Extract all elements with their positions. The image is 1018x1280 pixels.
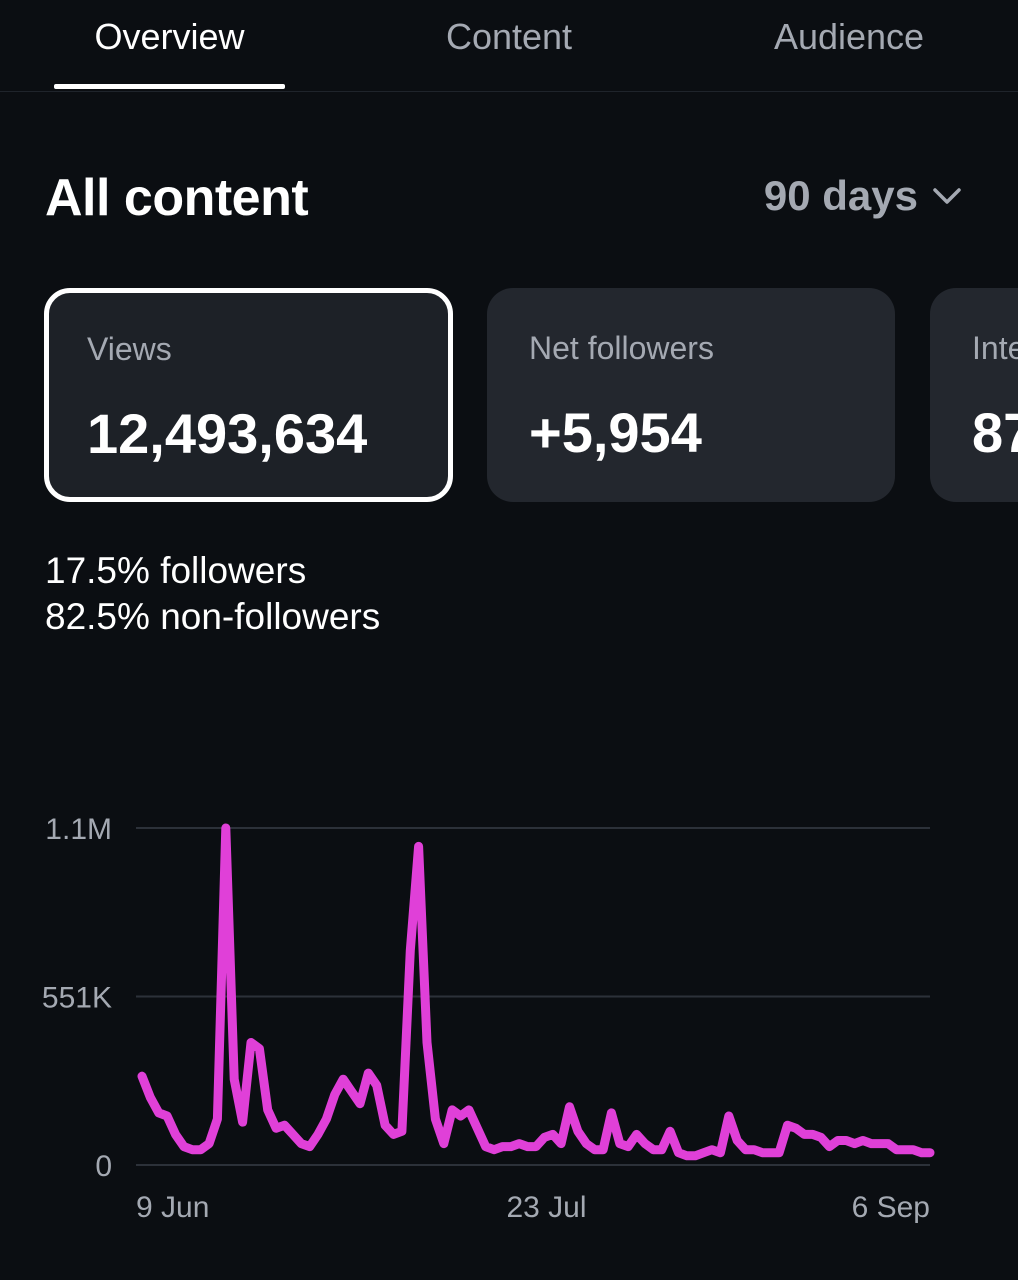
metric-label: Views xyxy=(87,331,172,367)
metric-value: 12,493,634 xyxy=(87,402,368,465)
chevron-down-icon xyxy=(933,188,961,204)
tab-audience[interactable]: Audience xyxy=(773,16,925,57)
views-series-line xyxy=(137,823,935,1161)
non-followers-pct: 82.5% xyxy=(45,596,150,637)
metric-card-views[interactable]: Views 12,493,634 xyxy=(44,288,453,502)
y-tick-label: 551K xyxy=(42,982,112,1015)
tab-content[interactable]: Content xyxy=(445,16,573,57)
x-tick-label: 23 Jul xyxy=(506,1191,586,1224)
x-tick-label: 6 Sep xyxy=(852,1191,930,1224)
metric-label: Net followers xyxy=(529,330,714,366)
non-followers-share: 82.5% non-followers xyxy=(45,595,380,639)
active-tab-indicator xyxy=(54,84,285,89)
metric-value: +5,954 xyxy=(529,401,702,464)
non-followers-label: non-followers xyxy=(160,596,381,637)
tab-overview[interactable]: Overview xyxy=(94,16,245,57)
date-range-label: 90 days xyxy=(763,172,918,219)
metric-value: 87 xyxy=(972,401,1018,464)
section-title: All content xyxy=(45,169,309,227)
followers-share: 17.5% followers xyxy=(45,549,306,593)
followers-pct: 17.5% xyxy=(45,550,150,591)
y-tick-label: 1.1M xyxy=(45,813,112,846)
date-range-selector[interactable]: 90 days xyxy=(764,172,962,220)
views-line-chart: 1.1M 551K 0 9 Jun 23 Jul 6 Sep xyxy=(42,813,935,1224)
metric-card-interactions[interactable]: Inte 87 xyxy=(930,288,1018,502)
y-tick-label: 0 xyxy=(95,1150,112,1183)
metric-label: Inte xyxy=(972,330,1018,366)
metric-card-net-followers[interactable]: Net followers +5,954 xyxy=(487,288,895,502)
followers-label: followers xyxy=(160,550,307,591)
tab-bar: Overview Content Audience xyxy=(0,0,1018,92)
x-tick-label: 9 Jun xyxy=(136,1191,209,1224)
